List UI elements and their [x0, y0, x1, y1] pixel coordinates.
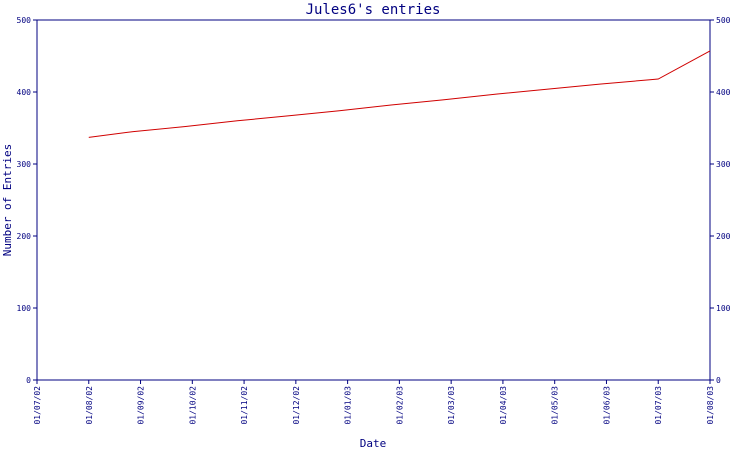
y-tick-label-right: 100	[716, 304, 731, 313]
x-ticks: 01/07/02 01/08/02 01/09/02 01/10/02 01/11/02…	[33, 380, 715, 425]
x-tick-label: 01/08/02	[85, 386, 94, 425]
y-axis-label: Number of Entries	[1, 144, 14, 257]
y-tick-label-left: 100	[17, 304, 32, 313]
y-tick-label-right: 500	[716, 16, 731, 25]
x-tick-label: 01/10/02	[188, 386, 197, 425]
x-tick-label: 01/02/03	[395, 386, 404, 425]
x-axis-label: Date	[360, 437, 387, 450]
x-tick-label: 01/04/03	[499, 386, 508, 425]
x-tick-label: 01/07/03	[654, 386, 663, 425]
series-layer	[88, 50, 711, 138]
x-tick-label: 01/05/03	[551, 386, 560, 425]
x-tick-label: 01/12/02	[292, 386, 301, 425]
x-tick-label: 01/09/02	[137, 386, 146, 425]
y-tick-label-right: 300	[716, 160, 731, 169]
y-tick-label-right: 200	[716, 232, 731, 241]
x-tick-label: 01/08/03	[706, 386, 715, 425]
y-tick-label-right: 400	[716, 88, 731, 97]
series-line	[88, 50, 711, 138]
y-tick-label-left: 400	[17, 88, 32, 97]
y-tick-label-left: 200	[17, 232, 32, 241]
x-tick-label: 01/11/02	[240, 386, 249, 425]
y-ticks-right: 0 100 200 300 400 500	[710, 16, 731, 385]
x-tick-label: 01/01/03	[344, 386, 353, 425]
y-tick-label-left: 300	[17, 160, 32, 169]
x-tick-label: 01/06/03	[602, 386, 611, 425]
chart-title: Jules6's entries	[306, 2, 441, 18]
y-tick-label-right: 0	[716, 376, 721, 385]
y-tick-label-left: 500	[17, 16, 32, 25]
axes	[36, 19, 711, 381]
x-tick-label: 01/03/03	[447, 386, 456, 425]
y-tick-label-left: 0	[26, 376, 31, 385]
x-tick-label: 01/07/02	[33, 386, 42, 425]
y-ticks-left: 0 100 200 300 400 500	[17, 16, 37, 385]
